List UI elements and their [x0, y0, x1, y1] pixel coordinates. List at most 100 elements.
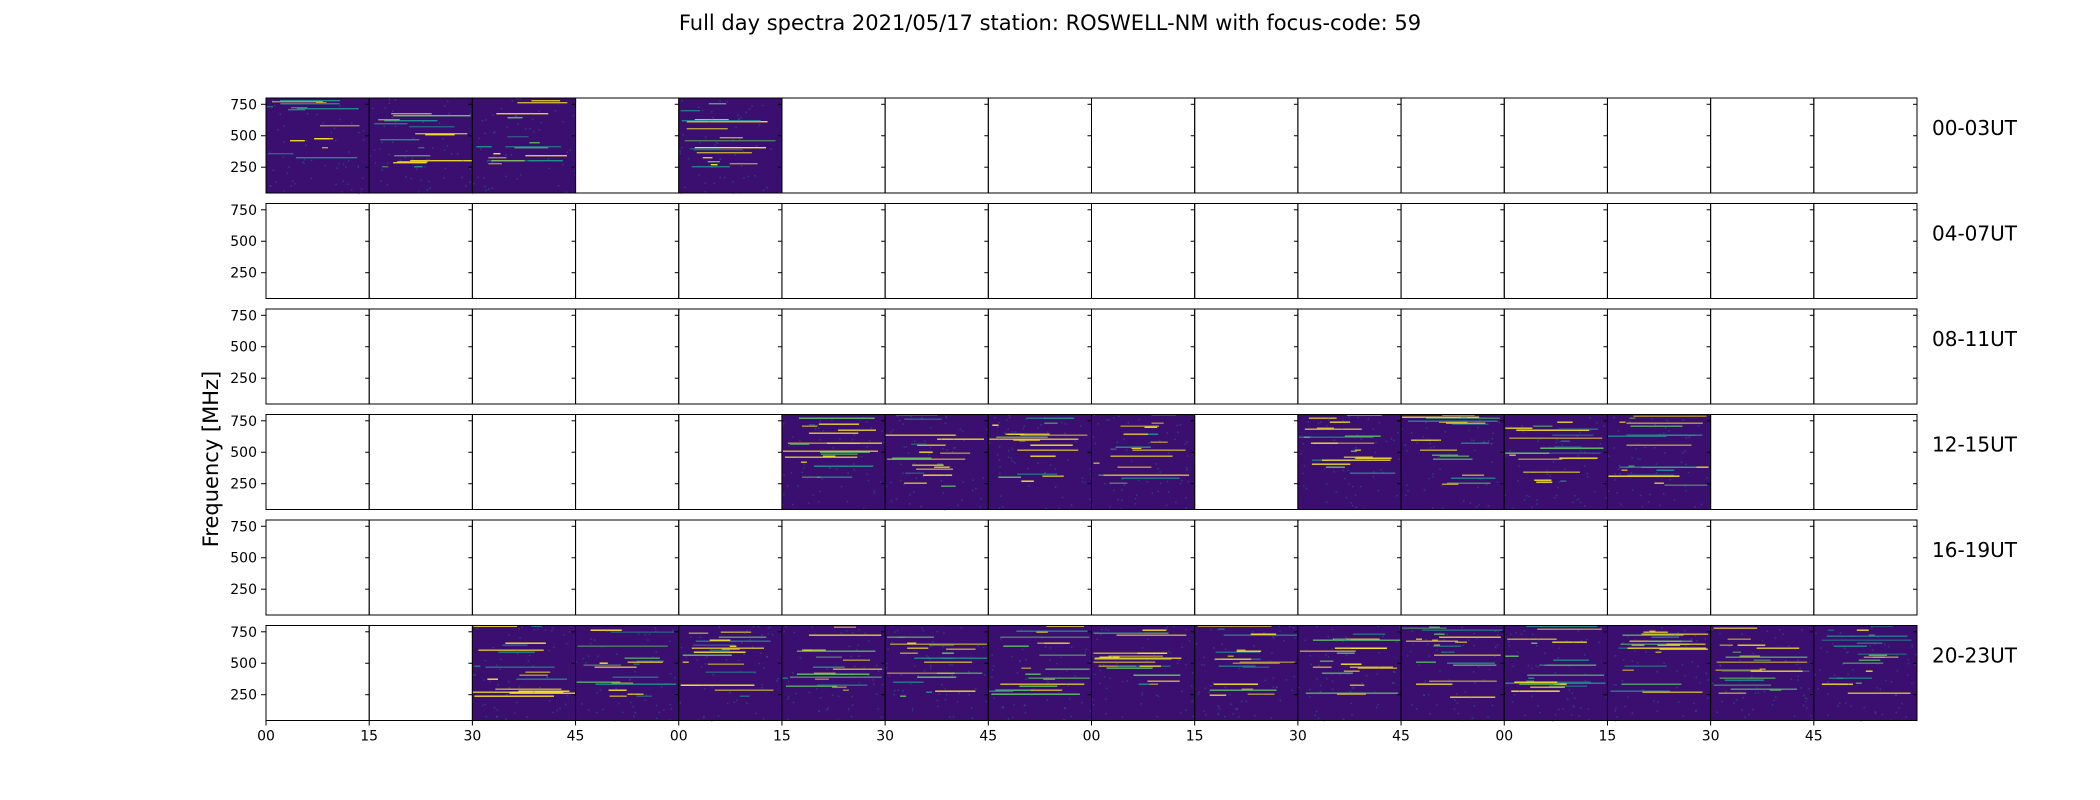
spectrum-speckle	[1309, 688, 1311, 691]
spectrum-line	[1666, 643, 1706, 645]
spectrum-speckle	[886, 666, 888, 669]
spectrum-speckle	[821, 478, 824, 480]
spectrum-line	[941, 485, 956, 487]
spectrum-line	[1213, 683, 1259, 685]
spectrum-speckle	[1084, 651, 1086, 653]
spectrum-speckle	[412, 137, 415, 140]
spectrum-cell-frame	[368, 308, 473, 405]
spectrum-speckle	[1761, 640, 1764, 642]
spectrum-speckle	[1096, 638, 1099, 640]
spectrum-speckle	[845, 629, 848, 632]
spectrum-speckle	[811, 626, 814, 629]
spectrum-line	[1429, 680, 1497, 682]
spectrum-line	[822, 455, 836, 457]
spectrum-speckle	[505, 718, 507, 720]
spectrum-line	[1641, 633, 1709, 635]
spectrum-speckle	[1881, 713, 1884, 716]
spectrum-speckle	[1477, 421, 1479, 423]
spectrum-speckle	[1635, 643, 1637, 645]
spectrum-cell-frame	[1194, 308, 1299, 405]
spectrum-line	[1434, 633, 1445, 635]
spectrum-speckle	[912, 707, 914, 710]
spectrum-speckle	[851, 695, 853, 698]
spectrum-line	[1622, 634, 1684, 636]
spectrum-speckle	[443, 105, 446, 107]
spectrum-speckle	[876, 664, 878, 667]
spectrum-speckle	[1166, 432, 1169, 434]
spectrum-cell-frame	[1813, 97, 1918, 194]
spectrum-speckle	[1347, 469, 1349, 472]
spectrum-line	[940, 452, 971, 454]
spectrum-cell-frame	[1606, 519, 1712, 616]
spectrum-speckle	[1695, 676, 1698, 679]
spectrum-cell-frame	[1091, 519, 1196, 616]
spectrum-line	[493, 153, 501, 155]
spectrum-speckle	[1470, 482, 1473, 485]
spectrum-speckle	[1587, 719, 1590, 721]
spectrum-line	[887, 672, 955, 674]
spectrum-speckle	[521, 116, 524, 118]
spectrum-speckle	[1084, 481, 1086, 484]
row-label: 08-11UT	[1932, 327, 2018, 351]
spectrum-speckle	[1092, 703, 1095, 706]
spectrum-line	[1325, 466, 1345, 468]
spectrum-speckle	[1415, 708, 1418, 710]
spectrum-speckle	[915, 477, 918, 479]
spectrum-line	[800, 461, 807, 463]
spectrum-speckle	[1806, 697, 1808, 700]
spectrum-cell	[1401, 414, 1506, 510]
spectrum-line	[1094, 658, 1172, 660]
spectrum-speckle	[270, 185, 272, 187]
spectrum-line	[268, 153, 294, 155]
spectrum-line	[904, 418, 942, 420]
spectrum-speckle	[846, 500, 849, 503]
spectrum-speckle	[1631, 489, 1634, 491]
spectrum-speckle	[1002, 707, 1004, 709]
spectrum-line	[1627, 474, 1675, 476]
spectrum-speckle	[1330, 673, 1333, 675]
spectrum-speckle	[495, 664, 498, 666]
spectrum-speckle	[1105, 628, 1107, 630]
spectrum-speckle	[1568, 689, 1571, 691]
spectrum-speckle	[1253, 645, 1255, 647]
spectrum-speckle	[1208, 691, 1210, 694]
spectrum-speckle	[473, 674, 475, 676]
spectrum-line	[1042, 475, 1064, 477]
spectrum-speckle	[1109, 482, 1112, 485]
spectrum-line	[1462, 474, 1485, 476]
spectrum-cell	[1710, 625, 1815, 722]
spectrum-speckle	[335, 183, 337, 186]
spectrum-speckle	[921, 627, 923, 630]
spectrum-speckle	[1350, 702, 1352, 705]
spectrum-speckle	[1809, 661, 1811, 664]
spectrum-speckle	[671, 631, 674, 633]
spectrum-line	[1511, 690, 1560, 692]
x-tick-label: 15	[1599, 729, 1617, 745]
spectrum-speckle	[1554, 713, 1557, 716]
spectrum-line	[1558, 428, 1598, 430]
spectrum-speckle	[907, 452, 910, 454]
spectrum-line	[1560, 480, 1567, 482]
spectrum-speckle	[814, 633, 816, 635]
spectrum-line	[681, 120, 761, 122]
spectrum-speckle	[1333, 471, 1336, 473]
spectrum-line	[1354, 449, 1361, 451]
spectrum-speckle	[446, 100, 449, 103]
spectrum-speckle	[1474, 681, 1476, 684]
spectrum-line	[1828, 677, 1843, 679]
spectrum-speckle	[885, 662, 888, 665]
spectrum-speckle	[704, 663, 707, 665]
spectrum-speckle	[1058, 507, 1061, 510]
spectrum-cell-frame	[987, 308, 1092, 405]
spectrum-speckle	[1074, 440, 1077, 442]
spectrum-speckle	[1487, 440, 1490, 442]
y-tick-label: 750	[230, 625, 257, 641]
spectrum-speckle	[1461, 626, 1464, 629]
spectrum-speckle	[820, 675, 822, 678]
spectrum-speckle	[1071, 677, 1073, 679]
spectrum-speckle	[1555, 441, 1558, 444]
spectrum-speckle	[1797, 679, 1799, 681]
spectrum-speckle	[483, 177, 485, 180]
spectrum-speckle	[1430, 446, 1432, 449]
